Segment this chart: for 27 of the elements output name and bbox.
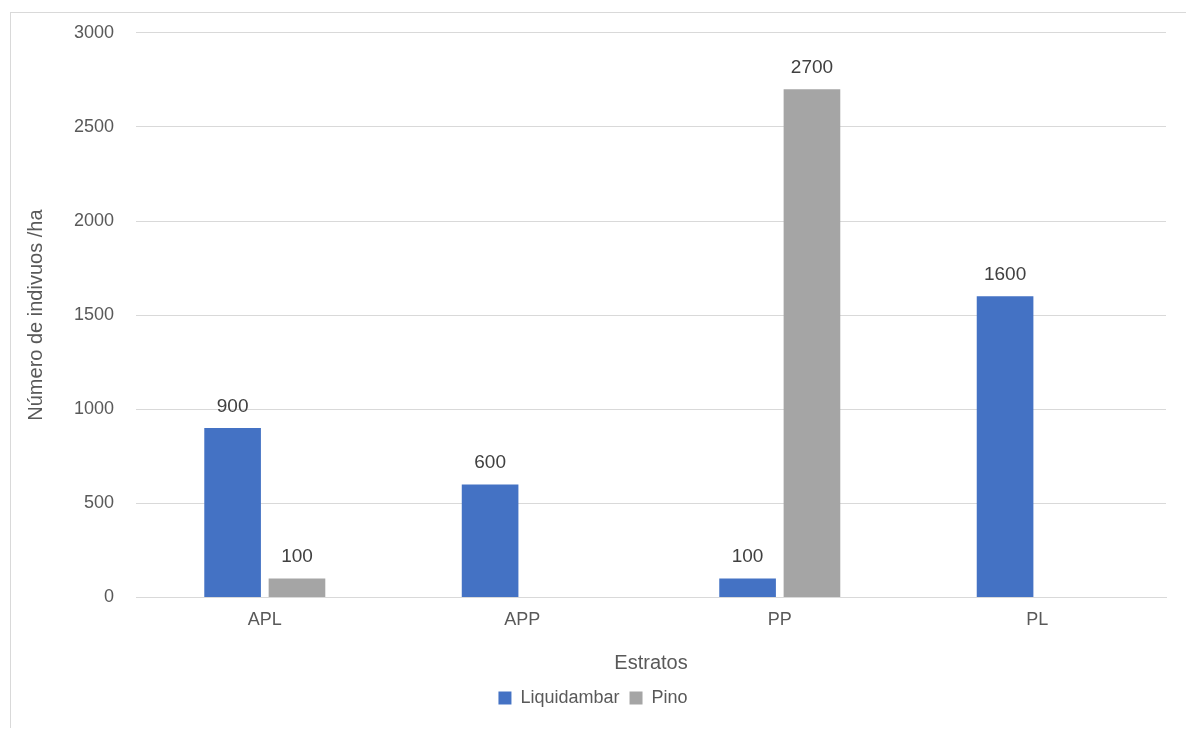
bar <box>461 484 519 597</box>
y-tick-label: 500 <box>84 492 115 513</box>
x-tick-label: APP <box>504 609 541 630</box>
data-label: 600 <box>474 451 506 473</box>
data-label: 100 <box>731 545 764 567</box>
x-axis-title: Estratos <box>614 650 688 673</box>
bar <box>783 89 841 597</box>
data-label: 2700 <box>790 55 834 77</box>
data-label: 900 <box>216 394 249 416</box>
x-tick-label: PP <box>767 609 792 630</box>
y-tick-label: 1000 <box>74 398 115 419</box>
x-tick-label: APL <box>247 609 282 630</box>
bar <box>976 296 1034 597</box>
data-label: 1600 <box>983 263 1027 285</box>
y-axis-title: Número de indivuos /ha <box>23 208 46 421</box>
bar <box>719 578 776 597</box>
legend-label: Liquidambar <box>520 686 620 707</box>
y-tick-label: 2000 <box>74 209 115 230</box>
data-label: 100 <box>281 545 313 567</box>
y-tick-label: 1500 <box>74 304 115 325</box>
legend-label: Pino <box>651 686 688 707</box>
x-tick-label: PL <box>1026 609 1049 630</box>
bar <box>268 578 326 597</box>
y-tick-label: 2500 <box>74 115 115 136</box>
y-tick-label: 3000 <box>74 21 115 42</box>
bar <box>204 428 261 597</box>
y-tick-label: 0 <box>104 586 115 607</box>
